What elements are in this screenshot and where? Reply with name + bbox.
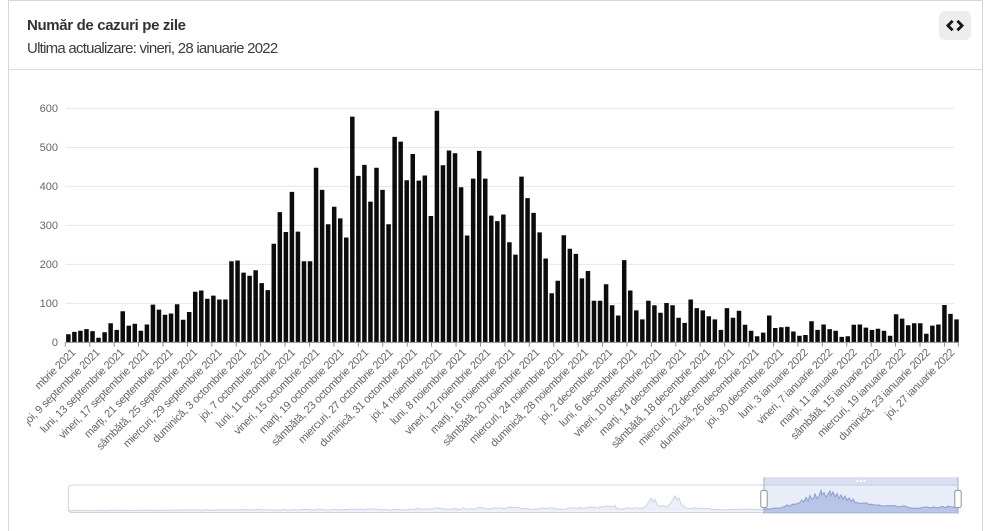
svg-text:300: 300	[40, 220, 58, 232]
svg-text:100: 100	[40, 298, 58, 310]
svg-text:200: 200	[40, 259, 58, 271]
svg-text:0: 0	[52, 337, 58, 349]
svg-text:400: 400	[40, 181, 58, 193]
svg-text:600: 600	[40, 103, 58, 115]
svg-text:500: 500	[40, 142, 58, 154]
